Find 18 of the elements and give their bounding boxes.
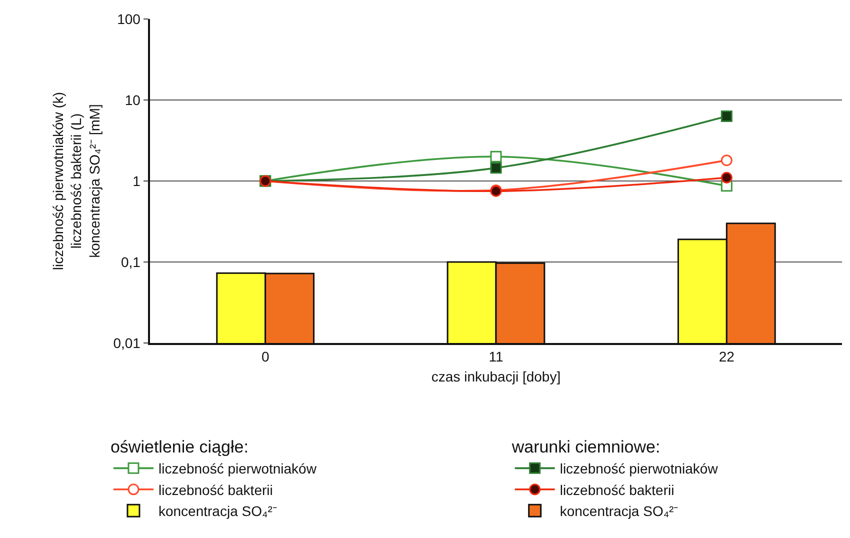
legend-label: koncentracja SO₄²⁻ [158,503,278,520]
y-tick-label: 1 [132,172,141,189]
legend-label: liczebność bakterii [560,482,674,498]
y-tick-label: 0,01 [113,334,141,351]
text: warunki ciemniowe: [512,438,660,457]
y-axis-title: liczebność pierwotniaków (k) liczebność bakterii (L) koncentracja SO₄²⁻ [mM] [50,92,102,270]
legend-label: koncentracja SO₄²⁻ [560,503,679,520]
x-tick-label: 0 [261,348,270,365]
x-axis-title: czas inkubacji [doby] [431,368,561,384]
y-tick-label: 0,1 [120,254,141,270]
y-tick-label: 100 [117,10,141,27]
x-tick-label: 22 [718,348,735,365]
x-tick-label: 11 [488,348,504,365]
legend-label: liczebność pierwotniaków [560,460,719,477]
y-tick-label: 10 [124,92,141,108]
text: oświetlenie ciągłe: [110,438,248,457]
legend-label: liczebność bakterii [158,482,273,498]
legend-label: liczebność pierwotniaków [158,460,318,477]
